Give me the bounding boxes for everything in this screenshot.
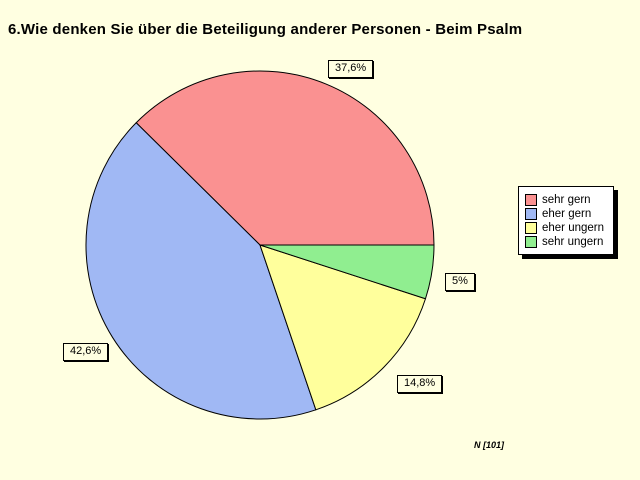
chart-title: 6.Wie denken Sie über die Beteiligung an… [8, 21, 523, 38]
legend-item: eher ungern [525, 221, 609, 234]
pie-segment-eher-ungern [259, 244, 427, 411]
percent-label-eher-gern: 42,6% [63, 343, 109, 361]
legend-item: sehr ungern [525, 235, 609, 248]
pie-segment-sehr-gern [135, 70, 435, 246]
legend-item: eher gern [525, 207, 609, 220]
legend-label: sehr ungern [542, 235, 604, 248]
legend-swatch-sehr-gern [525, 193, 537, 206]
legend-swatch-eher-gern [525, 207, 537, 220]
legend-label: eher ungern [542, 221, 605, 234]
pie-segment-sehr-ungern [259, 244, 435, 300]
sample-size-note: N [101] [474, 440, 505, 450]
legend: sehr gern eher gern eher ungern sehr ung… [518, 186, 614, 255]
legend-item: sehr gern [525, 193, 609, 206]
legend-swatch-sehr-ungern [525, 235, 537, 248]
percent-label-sehr-gern: 37,6% [328, 60, 374, 78]
percent-label-eher-ungern: 14,8% [397, 375, 443, 393]
legend-swatch-eher-ungern [525, 221, 537, 234]
percent-label-sehr-ungern: 5% [445, 273, 475, 291]
legend-label: sehr gern [542, 193, 591, 206]
legend-label: eher gern [542, 207, 592, 220]
pie-segment-eher-gern [85, 122, 317, 420]
